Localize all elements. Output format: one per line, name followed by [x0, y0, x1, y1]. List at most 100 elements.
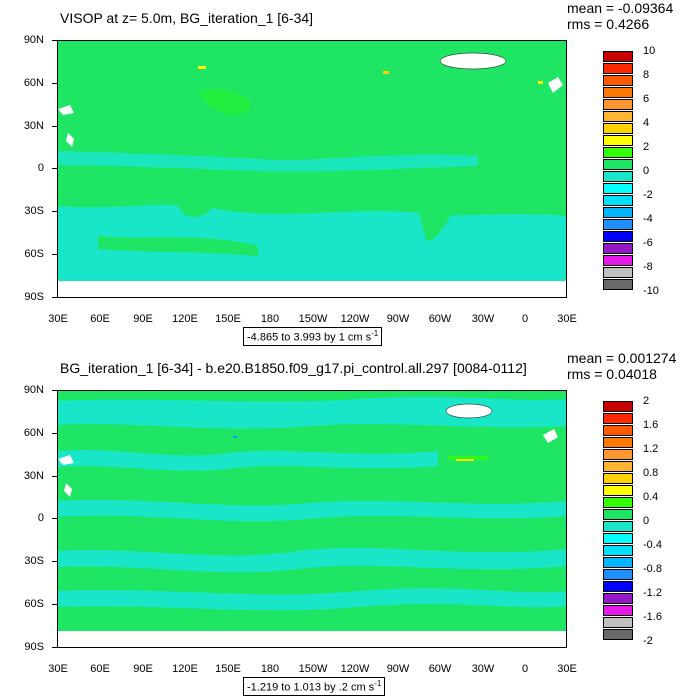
colorbar-label: -10	[643, 285, 659, 297]
colorbar-box	[603, 147, 633, 158]
map-plot	[57, 40, 567, 298]
ytick-label: 90S	[24, 291, 44, 303]
colorbar-label: 0.4	[643, 491, 659, 503]
colorbar-box	[603, 123, 633, 134]
colorbar-box	[603, 557, 633, 568]
colorbar-box	[603, 63, 633, 74]
mean-label: mean = 0.001274	[567, 350, 677, 366]
ytick	[52, 126, 57, 127]
xtick-label: 180	[260, 663, 280, 675]
colorbar-label: -4	[643, 213, 653, 225]
ytick-label: 90N	[23, 384, 44, 396]
asia-patch	[198, 89, 250, 115]
xtick-label: 120E	[172, 663, 198, 675]
colorbar-label: -1.2	[643, 587, 662, 599]
chart-title: VISOP at z= 5.0m, BG_iteration_1 [6-34]	[60, 10, 314, 26]
colorbar-label: 2	[643, 141, 650, 153]
xtick-label: 180	[260, 313, 280, 325]
xtick-label: 60E	[90, 313, 110, 325]
colorbar-label: 0.8	[643, 467, 659, 479]
xtick-label: 150W	[298, 313, 328, 325]
ytick	[52, 518, 57, 519]
island-mask-west	[58, 105, 74, 115]
xtick-label: 120E	[172, 313, 198, 325]
arctic-band	[58, 397, 566, 429]
ytick-label: 90S	[24, 641, 44, 653]
colorbar-box	[603, 159, 633, 170]
green-patch	[448, 456, 488, 460]
colorbar-box	[603, 593, 633, 604]
colorbar-label: 1.6	[643, 419, 659, 431]
colorbar-box	[603, 243, 633, 254]
colorbar-box	[603, 231, 633, 242]
colorbar-label: 0	[643, 165, 650, 177]
yellow-patch-1	[198, 66, 206, 69]
xtick-label: 90W	[386, 663, 410, 675]
southern-green-streak	[98, 236, 258, 256]
colorbar-label: 0	[643, 515, 650, 527]
colorbar-box	[603, 195, 633, 206]
colorbar-box	[603, 279, 633, 290]
colorbar-box	[603, 51, 633, 62]
colorbar-box	[603, 449, 633, 460]
colorbar-label: -8	[643, 261, 653, 273]
colorbar-label: -0.4	[643, 539, 662, 551]
xtick-label: 60W	[428, 313, 452, 325]
ytick	[52, 83, 57, 84]
colorbar-box	[603, 533, 633, 544]
map-svg	[58, 391, 566, 647]
xtick-label: 120W	[340, 313, 370, 325]
colorbar-label: 2	[643, 395, 650, 407]
chart-title: BG_iteration_1 [6-34] - b.e20.B1850.f09_…	[60, 360, 527, 376]
rms-label: rms = 0.04018	[567, 366, 657, 382]
midlat-band	[58, 449, 438, 471]
ytick-label: 60S	[24, 598, 44, 610]
xtick-label: 30E	[557, 663, 577, 675]
colorbar-box	[603, 461, 633, 472]
colorbar	[603, 51, 633, 291]
island-mask-small	[66, 133, 74, 147]
colorbar-box	[603, 413, 633, 424]
xtick-label: 30W	[471, 663, 495, 675]
colorbar-box	[603, 629, 633, 640]
colorbar-box	[603, 425, 633, 436]
island-mask-small	[64, 483, 72, 497]
ytick-label: 30N	[23, 470, 44, 482]
xtick-label: 90E	[133, 663, 153, 675]
colorbar-box	[603, 207, 633, 218]
mean-label: mean = -0.09364	[567, 0, 674, 16]
colorbar-label: -2	[643, 189, 653, 201]
yellow-patch	[456, 459, 474, 461]
colorbar-box	[603, 135, 633, 146]
xtick-label: 150E	[215, 313, 241, 325]
colorbar-label: -1.6	[643, 611, 662, 623]
island-mask	[543, 429, 558, 443]
colorbar-box	[603, 75, 633, 86]
ytick-label: 30N	[23, 120, 44, 132]
colorbar-box	[603, 437, 633, 448]
ytick	[52, 297, 57, 298]
colorbar-label: 10	[643, 45, 656, 57]
bottom-panel: BG_iteration_1 [6-34] - b.e20.B1850.f09_…	[0, 350, 700, 700]
xtick-label: 150W	[298, 663, 328, 675]
colorbar-box	[603, 569, 633, 580]
colorbar-box	[603, 87, 633, 98]
rms-label: rms = 0.4266	[567, 16, 650, 32]
xtick-label: 30W	[471, 313, 495, 325]
ytick-label: 60N	[23, 77, 44, 89]
ytick-label: 0	[37, 512, 44, 524]
ytick	[52, 211, 57, 212]
xtick-label: 90W	[386, 313, 410, 325]
colorbar-box	[603, 401, 633, 412]
colorbar-label: -6	[643, 237, 653, 249]
ytick	[52, 254, 57, 255]
colorbar-box	[603, 219, 633, 230]
colorbar	[603, 401, 633, 641]
colorbar-box	[603, 473, 633, 484]
ytick-label: 0	[37, 162, 44, 174]
island-mask	[548, 77, 563, 93]
island-mask-west	[58, 455, 74, 465]
colorbar-label: -2	[643, 635, 653, 647]
australia-region	[175, 190, 213, 217]
colorbar-box	[603, 267, 633, 278]
